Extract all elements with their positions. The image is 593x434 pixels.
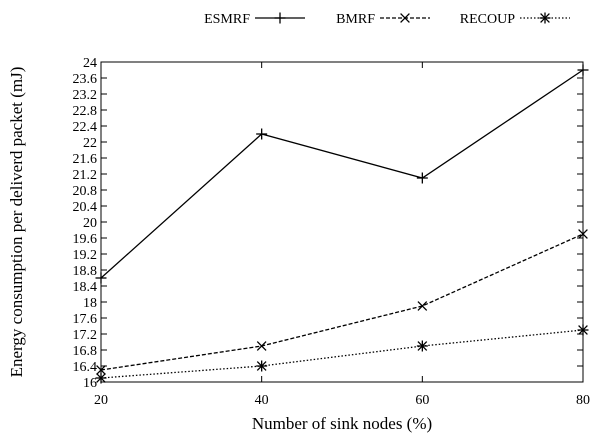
legend-marker-esmrf [274, 12, 286, 24]
series-line-recoup [100, 329, 584, 379]
y-tick-label: 22.4 [73, 120, 98, 135]
series-recoup [95, 324, 589, 384]
plot-frame [100, 61, 584, 383]
data-point-esmrf [577, 64, 589, 76]
y-tick-label: 19.2 [73, 248, 98, 263]
y-tick-label: 18.4 [73, 280, 98, 295]
y-tick-label: 23.6 [73, 72, 98, 87]
data-point-esmrf [416, 172, 428, 184]
data-point-recoup [256, 360, 268, 372]
series-esmrf [95, 64, 589, 284]
y-tick-label: 20.8 [73, 184, 98, 199]
data-point-esmrf [256, 128, 268, 140]
y-tick-label: 22 [83, 136, 97, 151]
y-tick-label: 21.6 [73, 152, 98, 167]
y-tick-label: 20.4 [73, 200, 98, 215]
y-tick-label: 17.2 [73, 328, 98, 343]
x-tick-label: 60 [415, 393, 429, 408]
x-tick-label: 80 [576, 393, 590, 408]
legend-label-bmrf: BMRF [336, 12, 375, 27]
y-tick-label: 23.2 [73, 88, 98, 103]
y-tick-label: 20 [83, 216, 97, 231]
x-axis: 20 40 60 80 [94, 62, 590, 408]
legend-marker-recoup [539, 12, 551, 24]
legend-label-esmrf: ESMRF [204, 12, 250, 27]
y-tick-label: 16.8 [73, 344, 98, 359]
data-point-bmrf [578, 229, 588, 239]
y-tick-label: 19.6 [73, 232, 98, 247]
y-tick-label: 16.4 [73, 360, 98, 375]
data-point-bmrf [96, 365, 106, 375]
data-point-bmrf [417, 301, 428, 311]
y-tick-label: 18 [83, 296, 97, 311]
y-tick-label: 18.8 [73, 264, 98, 279]
y-tick-label: 24 [83, 56, 97, 71]
legend-marker-bmrf [400, 13, 410, 23]
data-point-recoup [95, 372, 107, 384]
series-bmrf [96, 229, 588, 375]
data-point-esmrf [95, 272, 107, 284]
x-axis-label: Number of sink nodes (%) [252, 414, 432, 433]
y-axis-label: Energy consumption per deliverd packet (… [7, 67, 26, 378]
data-point-bmrf [256, 341, 267, 351]
data-point-recoup [416, 340, 428, 352]
series-layer [95, 64, 589, 384]
x-tick-label: 20 [94, 393, 108, 408]
y-tick-label: 16 [83, 376, 97, 391]
legend: ESMRF BMRF RECOUP [204, 12, 570, 27]
y-axis: 1616.416.817.217.61818.418.819.219.62020… [73, 56, 583, 391]
y-tick-label: 22.8 [73, 104, 98, 119]
x-tick-label: 40 [255, 393, 269, 408]
data-point-recoup [577, 324, 589, 336]
legend-label-recoup: RECOUP [460, 12, 515, 27]
series-line-bmrf [100, 233, 584, 371]
series-line-esmrf [100, 69, 584, 279]
y-tick-label: 21.2 [73, 168, 98, 183]
y-tick-label: 17.6 [73, 312, 98, 327]
